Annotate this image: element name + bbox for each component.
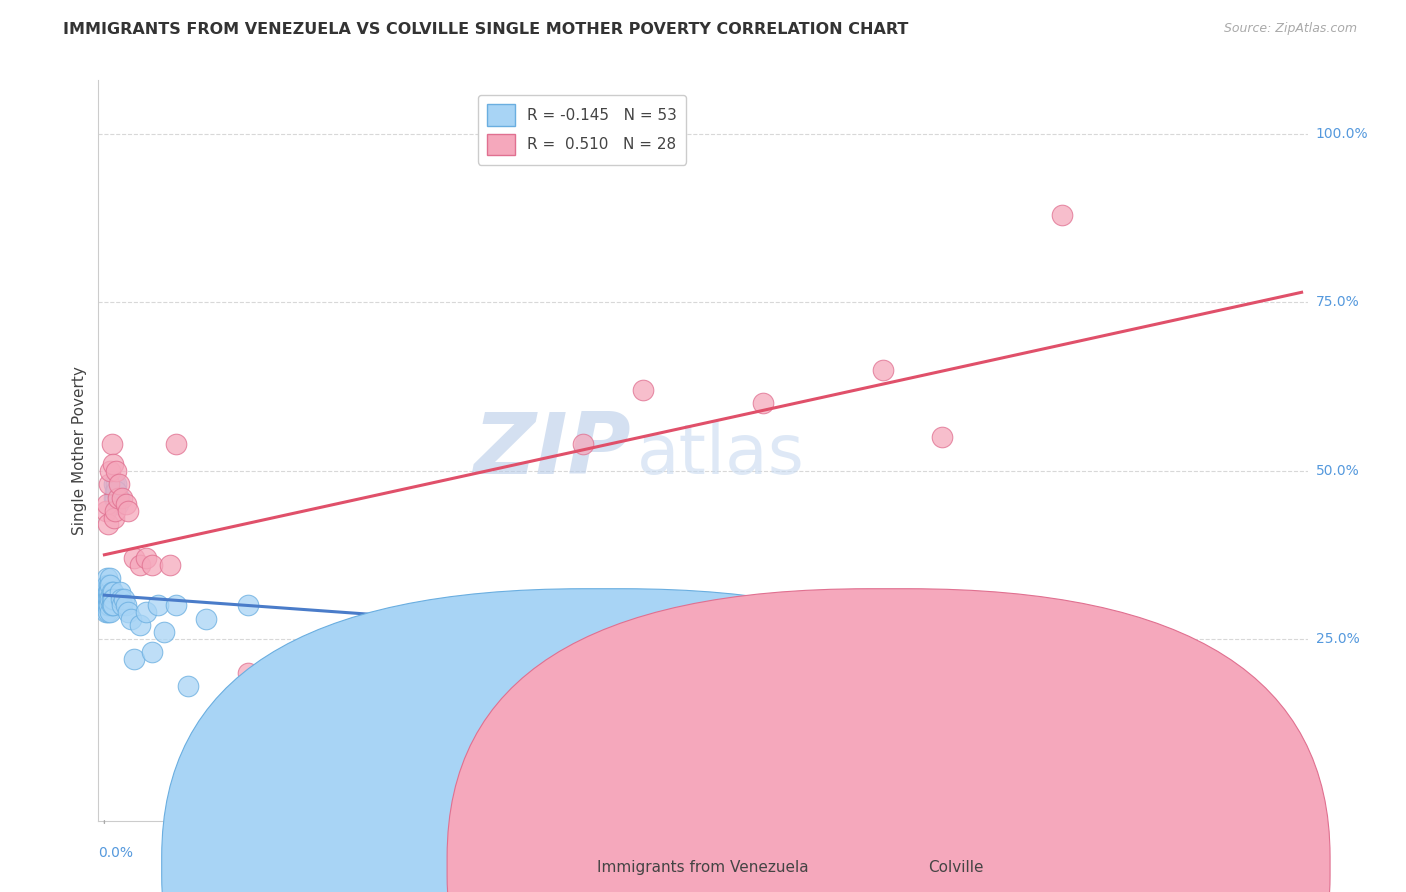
Point: [159, 558, 181, 572]
Point: [148, 599, 170, 613]
Point: [98, 584, 121, 599]
Text: 75.0%: 75.0%: [1316, 295, 1360, 310]
Point: [97, 591, 120, 606]
Point: [107, 497, 129, 511]
Point: [141, 645, 163, 659]
Point: [94, 599, 117, 613]
Point: [120, 612, 142, 626]
Point: [103, 491, 125, 505]
Point: [100, 584, 122, 599]
Point: [177, 679, 200, 693]
Text: 25.0%: 25.0%: [1316, 632, 1360, 646]
Point: [104, 483, 127, 498]
Point: [98, 477, 121, 491]
Point: [333, 699, 356, 714]
Point: [112, 591, 135, 606]
Point: [100, 599, 122, 613]
Text: Colville: Colville: [928, 860, 984, 874]
Point: [94, 504, 117, 518]
Point: [96, 599, 118, 613]
Point: [96, 578, 118, 592]
Point: [101, 584, 124, 599]
Point: [94, 591, 117, 606]
Point: [101, 599, 124, 613]
Point: [100, 591, 122, 606]
Point: [98, 599, 121, 613]
Y-axis label: Single Mother Poverty: Single Mother Poverty: [72, 366, 87, 535]
Point: [931, 430, 953, 444]
Point: [129, 618, 152, 632]
Point: [98, 578, 121, 592]
Text: IMMIGRANTS FROM VENEZUELA VS COLVILLE SINGLE MOTHER POVERTY CORRELATION CHART: IMMIGRANTS FROM VENEZUELA VS COLVILLE SI…: [63, 22, 908, 37]
Point: [108, 584, 131, 599]
Point: [1050, 208, 1073, 222]
Point: [103, 477, 125, 491]
Text: 100.0%: 100.0%: [1256, 846, 1308, 860]
Point: [103, 510, 125, 524]
Point: [111, 491, 134, 505]
Point: [105, 477, 128, 491]
Point: [100, 571, 122, 585]
Point: [97, 599, 120, 613]
Point: [107, 491, 129, 505]
Text: Immigrants from Venezuela: Immigrants from Venezuela: [598, 860, 808, 874]
Point: [872, 362, 894, 376]
Point: [94, 605, 117, 619]
Point: [107, 477, 129, 491]
Point: [105, 483, 128, 498]
Point: [111, 599, 134, 613]
Point: [107, 491, 129, 505]
Point: [104, 504, 127, 518]
Point: [572, 436, 595, 450]
Point: [101, 591, 124, 606]
Point: [97, 517, 120, 532]
Point: [631, 383, 654, 397]
Text: 0.0%: 0.0%: [98, 846, 134, 860]
Point: [165, 436, 187, 450]
Text: Source: ZipAtlas.com: Source: ZipAtlas.com: [1223, 22, 1357, 36]
Text: ZIP: ZIP: [472, 409, 630, 492]
Point: [236, 665, 259, 680]
Point: [115, 599, 138, 613]
Point: [165, 599, 187, 613]
Text: 100.0%: 100.0%: [1316, 128, 1368, 141]
Point: [117, 504, 139, 518]
Text: 50.0%: 50.0%: [1316, 464, 1360, 477]
Point: [117, 605, 139, 619]
Point: [96, 591, 118, 606]
Point: [477, 706, 499, 720]
Point: [98, 591, 121, 606]
Point: [105, 464, 128, 478]
Point: [195, 612, 218, 626]
Point: [236, 599, 259, 613]
Point: [97, 584, 120, 599]
Point: [100, 464, 122, 478]
Point: [135, 551, 157, 566]
Point: [135, 605, 157, 619]
Point: [115, 497, 138, 511]
Point: [96, 571, 118, 585]
Legend: R = -0.145   N = 53, R =  0.510   N = 28: R = -0.145 N = 53, R = 0.510 N = 28: [478, 95, 686, 164]
Point: [752, 396, 775, 410]
Point: [141, 558, 163, 572]
Point: [96, 497, 118, 511]
Point: [129, 558, 152, 572]
Point: [110, 591, 132, 606]
Point: [124, 652, 146, 666]
Point: [100, 591, 122, 606]
Point: [100, 578, 122, 592]
Point: [101, 457, 124, 471]
Point: [100, 605, 122, 619]
Point: [94, 584, 117, 599]
Point: [124, 551, 146, 566]
Point: [100, 436, 122, 450]
Point: [97, 605, 120, 619]
Point: [153, 625, 176, 640]
Point: [104, 491, 127, 505]
Text: atlas: atlas: [637, 421, 804, 488]
